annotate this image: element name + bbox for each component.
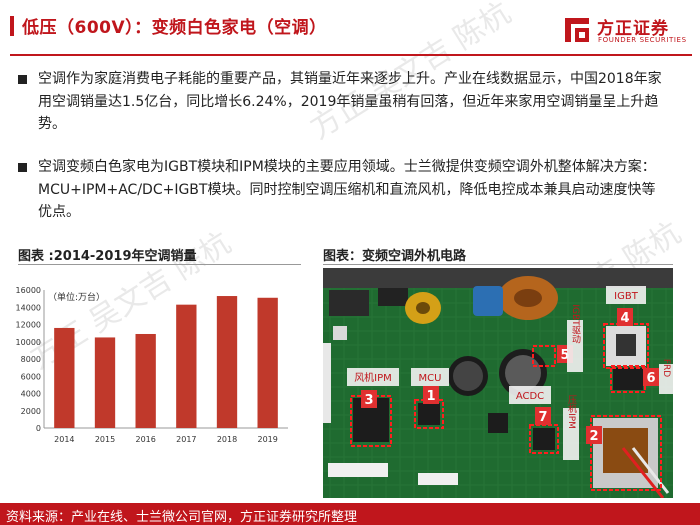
svg-text:1: 1 xyxy=(426,389,435,404)
y-tick-label: 8000 xyxy=(21,355,41,364)
svg-text:ACDC: ACDC xyxy=(516,391,544,402)
bullet-square-icon xyxy=(18,75,27,84)
bar-2018 xyxy=(216,296,238,428)
page-title: 低压（600V）：变频白色家电（空调） xyxy=(22,18,327,38)
x-tick-label: 2014 xyxy=(54,435,74,444)
bar-2014 xyxy=(54,327,75,428)
photo-title: 图表：变频空调外机电路 xyxy=(323,249,467,264)
svg-text:4: 4 xyxy=(620,311,629,326)
label-igbt-drive: IGBT驱动 xyxy=(567,304,583,372)
x-tick-label: 2017 xyxy=(176,435,196,444)
source-note: 资料来源：产业在线、士兰微公司官网，方正证券研究所整理 xyxy=(6,510,358,525)
x-tick-label: 2019 xyxy=(257,435,277,444)
x-tick-label: 2016 xyxy=(135,435,155,444)
svg-text:FRD: FRD xyxy=(661,359,671,377)
marker-4: 4 xyxy=(617,308,633,326)
bar-2016 xyxy=(135,333,156,428)
bullet-paragraph: 空调作为家庭消费电子耗能的重要产品，其销量近年来逐步上升。产业在线数据显示，中国… xyxy=(18,68,668,136)
header-accent-bar xyxy=(10,16,14,36)
marker-1: 1 xyxy=(423,386,439,404)
marker-3: 3 xyxy=(361,390,377,408)
y-tick-label: 6000 xyxy=(21,372,41,381)
label-compressor-ipm: 压机IPM xyxy=(563,395,579,460)
logo-name-en: FOUNDER SECURITIES xyxy=(598,36,687,44)
svg-text:2: 2 xyxy=(589,429,598,444)
svg-text:IGBT: IGBT xyxy=(614,291,639,302)
chart-title: 图表 :2014-2019年空调销量 xyxy=(18,249,197,264)
y-tick-label: 10000 xyxy=(16,338,41,347)
svg-text:7: 7 xyxy=(538,410,547,425)
svg-text:IGBT驱动: IGBT驱动 xyxy=(570,304,581,344)
circuit-board-photo: 1 2 3 4 5 6 7 IGBT xyxy=(323,268,673,498)
chart-title-underline xyxy=(18,264,301,265)
bar-2015 xyxy=(94,337,116,428)
marker-2: 2 xyxy=(586,426,602,444)
photo-title-underline xyxy=(323,264,673,265)
label-fan-ipm: 风机IPM xyxy=(347,368,399,386)
bullet-square-icon xyxy=(18,163,27,172)
circuit-board-illustration: 1 2 3 4 5 6 7 IGBT xyxy=(323,268,673,498)
y-tick-label: 16000 xyxy=(16,286,41,295)
footer-bar: 资料来源：产业在线、士兰微公司官网，方正证券研究所整理 xyxy=(0,503,700,525)
y-tick-label: 12000 xyxy=(16,321,41,330)
svg-text:风机IPM: 风机IPM xyxy=(354,371,392,384)
label-frd: FRD xyxy=(659,359,673,394)
label-acdc: ACDC xyxy=(509,386,551,404)
marker-7: 7 xyxy=(535,407,551,425)
svg-text:压机IPM: 压机IPM xyxy=(566,395,577,429)
bullet-text: 空调变频白色家电为IGBT模块和IPM模块的主要应用领域。士兰微提供变频空调外机… xyxy=(38,159,656,220)
bullet-text: 空调作为家庭消费电子耗能的重要产品，其销量近年来逐步上升。产业在线数据显示，中国… xyxy=(38,71,662,132)
marker-6: 6 xyxy=(643,368,659,386)
svg-text:5: 5 xyxy=(560,348,569,363)
svg-text:6: 6 xyxy=(646,371,655,386)
bullet-paragraph: 空调变频白色家电为IGBT模块和IPM模块的主要应用领域。士兰微提供变频空调外机… xyxy=(18,156,668,224)
x-tick-label: 2018 xyxy=(217,435,237,444)
y-tick-label: 4000 xyxy=(21,390,41,399)
bar-2019 xyxy=(257,297,278,428)
sales-bar-chart: 0 2000 4000 6000 8000 10000 12000 14000 16000 （单位… xyxy=(16,286,288,444)
founder-logo-icon xyxy=(565,18,589,42)
company-logo: 方正证券 FOUNDER SECURITIES xyxy=(561,14,691,50)
label-mcu: MCU xyxy=(411,368,449,386)
unit-label: （单位:万台） xyxy=(48,291,105,303)
y-tick-label: 2000 xyxy=(21,407,41,416)
x-tick-label: 2015 xyxy=(95,435,115,444)
y-tick-label: 0 xyxy=(36,424,41,433)
bar-2017 xyxy=(176,304,197,428)
logo-name-cn: 方正证券 xyxy=(597,19,669,39)
svg-text:MCU: MCU xyxy=(419,373,442,384)
label-igbt: IGBT xyxy=(606,286,646,304)
svg-text:3: 3 xyxy=(364,393,373,408)
y-tick-label: 14000 xyxy=(16,303,41,312)
header-divider xyxy=(10,54,692,56)
